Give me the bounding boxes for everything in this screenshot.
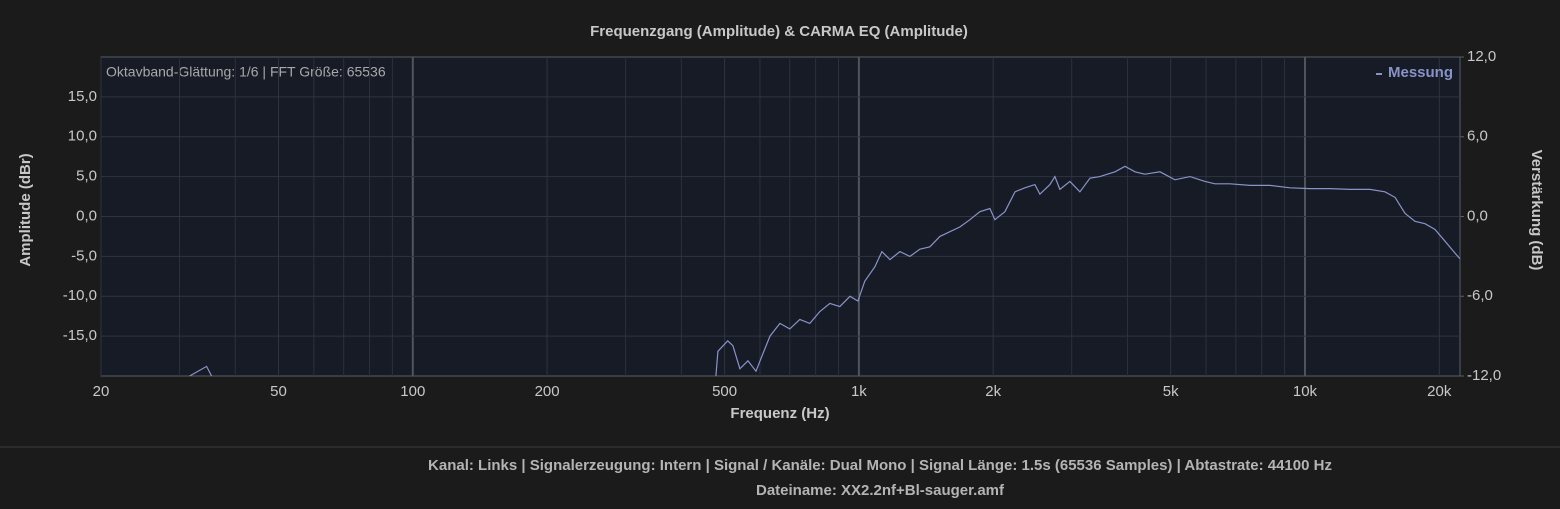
- x-tick-label: 50: [270, 383, 287, 400]
- chart-title: Frequenzgang (Amplitude) & CARMA EQ (Amp…: [590, 23, 968, 40]
- x-tick-label: 500: [712, 383, 737, 400]
- footer-info: Kanal: Links | Signalerzeugung: Intern |…: [428, 457, 1332, 474]
- x-tick-label: 1k: [851, 383, 867, 400]
- y-tick-label: 0,0: [76, 207, 97, 224]
- y2-tick-label: 6,0: [1467, 128, 1488, 145]
- plot-clip: [189, 165, 1460, 376]
- x-tick-label: 20k: [1427, 383, 1452, 400]
- x-tick-label: 2k: [985, 383, 1001, 400]
- x-tick-label: 100: [400, 383, 425, 400]
- y-tick-label: 10,0: [68, 128, 97, 145]
- x-tick-label: 10k: [1293, 383, 1318, 400]
- y2-tick-label: 0,0: [1467, 207, 1488, 224]
- y-tick-label: -15,0: [63, 327, 97, 344]
- y2-axis-label: Verstärkung (dB): [1528, 150, 1545, 271]
- y2-tick-label: -12,0: [1467, 367, 1501, 384]
- y-tick-label: 15,0: [68, 88, 97, 105]
- x-axis-label: Frequenz (Hz): [730, 405, 829, 422]
- footer-filename: Dateiname: XX2.2nf+Bl-sauger.amf: [756, 482, 1005, 499]
- y2-tick-label: -6,0: [1467, 287, 1493, 304]
- grid: [100, 57, 1460, 376]
- y-axis-label: Amplitude (dBr): [17, 153, 34, 266]
- annotation: Oktavband-Glättung: 1/6 | FFT Größe: 655…: [106, 64, 386, 80]
- y-tick-label: -10,0: [63, 287, 97, 304]
- x-tick-label: 20: [93, 383, 110, 400]
- series-line: [189, 165, 1460, 376]
- x-tick-label: 5k: [1163, 383, 1179, 400]
- legend-label: Messung: [1388, 64, 1453, 81]
- x-tick-label: 200: [535, 383, 560, 400]
- y2-tick-label: 12,0: [1467, 48, 1496, 65]
- y-tick-label: 5,0: [76, 168, 97, 185]
- y-tick-label: -5,0: [71, 247, 97, 264]
